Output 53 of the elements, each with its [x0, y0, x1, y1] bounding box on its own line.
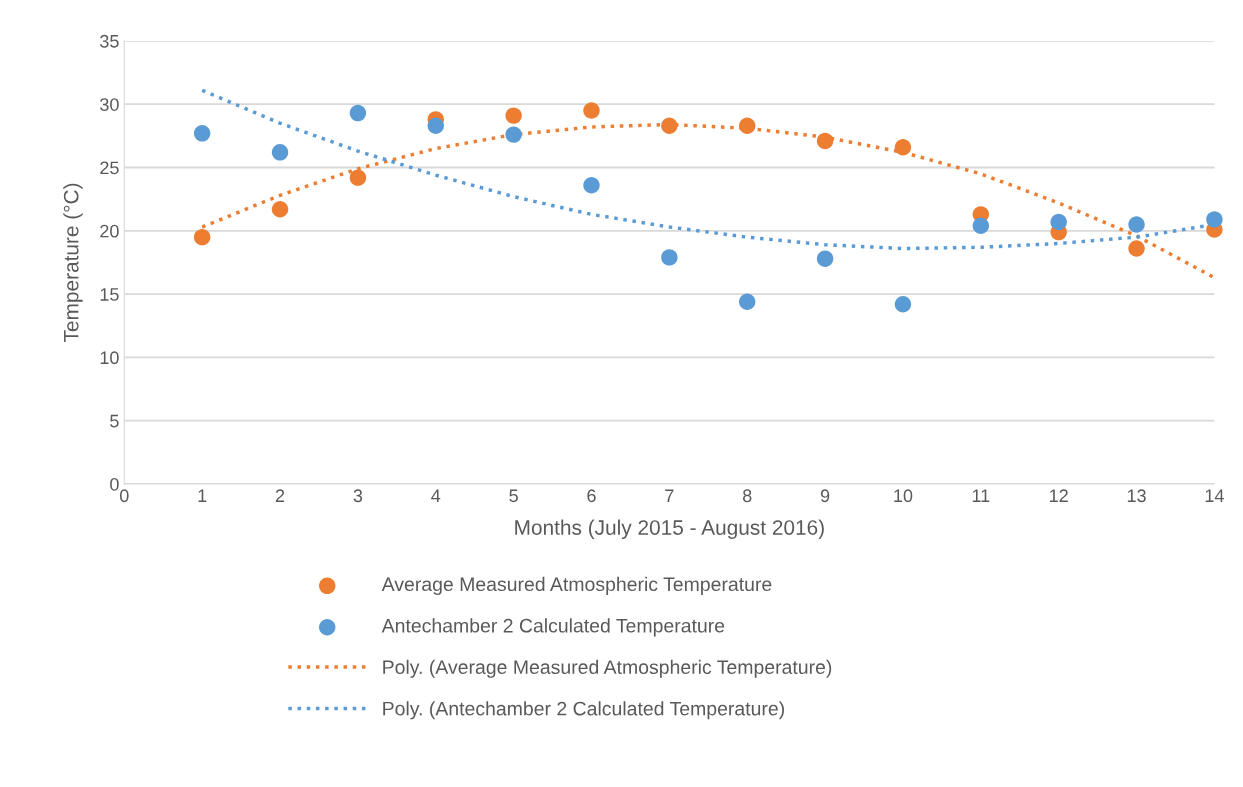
- point: [894, 139, 912, 156]
- point: [583, 102, 600, 119]
- y-tick-label: 35: [100, 34, 119, 48]
- point: [271, 201, 289, 218]
- y-axis-title: Temperature (°C): [63, 183, 83, 342]
- x-tick-label: 3: [353, 489, 363, 503]
- x-axis-title: Months (July 2015 - August 2016): [515, 519, 824, 540]
- point: [505, 126, 522, 143]
- point: [894, 296, 912, 313]
- point: [349, 169, 367, 186]
- point: [739, 117, 756, 134]
- legend-label: Poly. (Average Measured Atmospheric Temperature): [383, 659, 832, 678]
- x-tick-label: 9: [820, 489, 830, 503]
- point: [1206, 211, 1223, 228]
- point: [505, 107, 522, 124]
- y-tick-label: 0: [110, 477, 119, 491]
- point: [972, 217, 990, 234]
- point: [816, 250, 834, 267]
- point: [349, 104, 367, 122]
- x-tick-label: 11: [972, 489, 990, 502]
- point: [661, 117, 678, 134]
- point: [583, 177, 600, 194]
- x-tick-label: 5: [509, 489, 518, 503]
- point: [1128, 240, 1145, 257]
- x-tick-label: 0: [119, 489, 129, 503]
- y-tick-label: 10: [100, 351, 119, 365]
- legend-label: Average Measured Atmospheric Temperature: [381, 576, 772, 595]
- x-tick-label: 1: [198, 489, 207, 502]
- y-tick-label: 30: [100, 98, 119, 111]
- y-tick-label: 15: [100, 288, 119, 301]
- point: [816, 132, 834, 150]
- legend-label: Poly. (Antechamber 2 Calculated Temperature): [383, 701, 784, 720]
- x-tick-label: 7: [665, 489, 674, 502]
- x-tick-label: 6: [587, 489, 596, 503]
- point: [661, 249, 678, 266]
- point: [427, 117, 444, 134]
- x-tick-label: 10: [894, 489, 913, 503]
- x-tick-label: 2: [275, 489, 285, 502]
- point: [1050, 213, 1067, 231]
- x-tick-label: 8: [742, 489, 752, 503]
- x-tick-label: 14: [1205, 489, 1224, 502]
- point: [271, 144, 289, 161]
- y-tick-label: 20: [100, 224, 119, 238]
- point: [193, 125, 211, 142]
- x-tick-label: 4: [431, 489, 441, 502]
- point: [739, 293, 756, 310]
- legend-label: Antechamber 2 Calculated Temperature: [381, 618, 725, 637]
- x-tick-label: 13: [1127, 489, 1146, 503]
- point: [1128, 216, 1145, 233]
- point: [193, 228, 211, 246]
- y-tick-label: 5: [110, 414, 119, 428]
- y-tick-label: 25: [100, 161, 119, 175]
- x-tick-label: 12: [1050, 489, 1068, 502]
